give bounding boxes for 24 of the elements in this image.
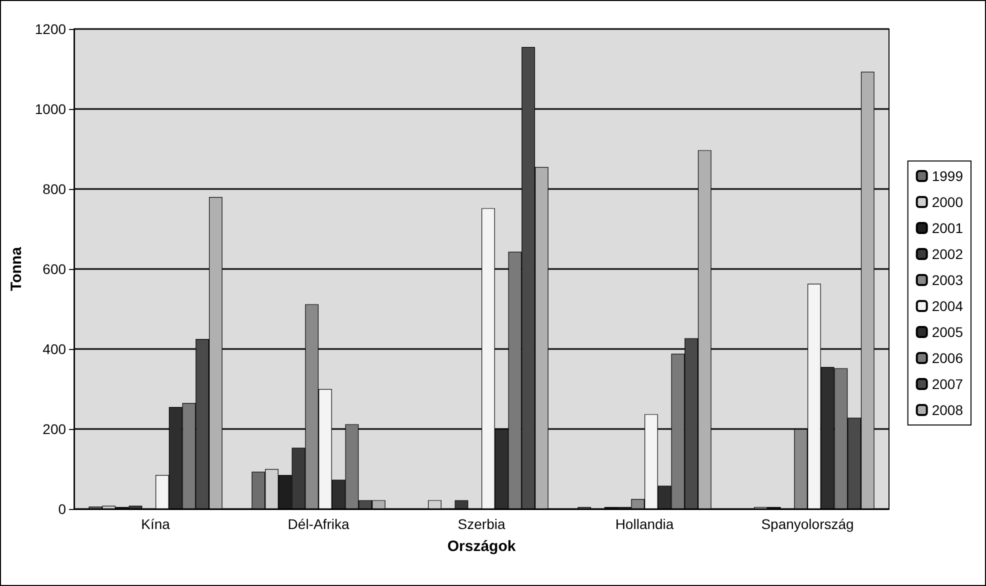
legend-label: 2008 — [932, 402, 964, 418]
x-tick-label: Hollandia — [615, 516, 674, 532]
y-tick-label: 800 — [42, 181, 66, 197]
legend-label: 2007 — [932, 376, 964, 392]
legend-label: 2004 — [932, 298, 964, 314]
x-tick-label: Kína — [141, 516, 170, 532]
y-axis-title: Tonna — [8, 246, 25, 291]
legend-label: 1999 — [932, 168, 964, 184]
y-tick-label: 600 — [42, 261, 66, 277]
legend-label: 2002 — [932, 246, 964, 262]
x-tick-label: Dél-Afrika — [288, 516, 350, 532]
y-tick-label: 1000 — [34, 101, 66, 117]
y-tick-label: 200 — [42, 421, 66, 437]
y-tick-label: 400 — [42, 341, 66, 357]
legend-label: 2001 — [932, 220, 964, 236]
x-axis-title: Országok — [447, 538, 516, 555]
legend-label: 2000 — [932, 194, 964, 210]
legend-label: 2003 — [932, 272, 964, 288]
legend-label: 2006 — [932, 350, 964, 366]
x-tick-label: Szerbia — [458, 516, 506, 532]
x-tick-label: Spanyolország — [761, 516, 854, 532]
legend-label: 2005 — [932, 324, 964, 340]
y-tick-label: 0 — [58, 501, 66, 517]
y-tick-label: 1200 — [34, 21, 66, 37]
